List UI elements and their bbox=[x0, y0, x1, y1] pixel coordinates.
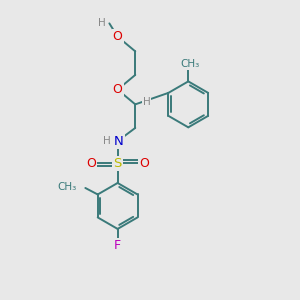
Text: O: O bbox=[86, 157, 96, 170]
Text: CH₃: CH₃ bbox=[58, 182, 77, 191]
Text: F: F bbox=[114, 239, 121, 252]
Text: S: S bbox=[113, 157, 122, 170]
Text: H: H bbox=[142, 97, 150, 107]
Text: N: N bbox=[114, 135, 124, 148]
Text: O: O bbox=[113, 30, 122, 43]
Text: O: O bbox=[113, 83, 122, 96]
Text: CH₃: CH₃ bbox=[180, 59, 200, 69]
Text: H: H bbox=[98, 18, 106, 28]
Text: H: H bbox=[103, 136, 111, 146]
Text: O: O bbox=[139, 157, 149, 170]
